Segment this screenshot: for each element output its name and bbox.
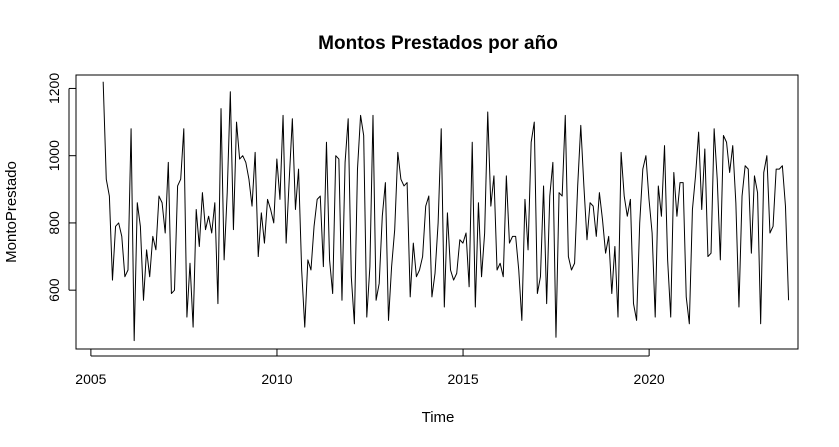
x-tick-label: 2005 bbox=[75, 371, 106, 387]
y-tick-label: 1200 bbox=[46, 73, 62, 104]
x-axis: 2005 2010 2015 2020 bbox=[75, 349, 665, 387]
x-axis-label: Time bbox=[422, 409, 455, 426]
plot-frame bbox=[75, 74, 799, 350]
x-tick-label: 2010 bbox=[261, 371, 292, 387]
y-tick-label: 600 bbox=[46, 278, 62, 302]
x-tick-label: 2015 bbox=[447, 371, 478, 387]
x-tick-label: 2020 bbox=[634, 371, 665, 387]
chart-title: Montos Prestados por año bbox=[318, 33, 558, 54]
y-tick-label: 800 bbox=[46, 211, 62, 235]
y-tick-label: 1000 bbox=[46, 140, 62, 171]
series-points bbox=[103, 81, 789, 341]
y-axis-label: MontoPrestado bbox=[3, 161, 20, 263]
series-line bbox=[102, 81, 790, 342]
y-axis: 600 800 1000 1200 bbox=[46, 73, 76, 302]
